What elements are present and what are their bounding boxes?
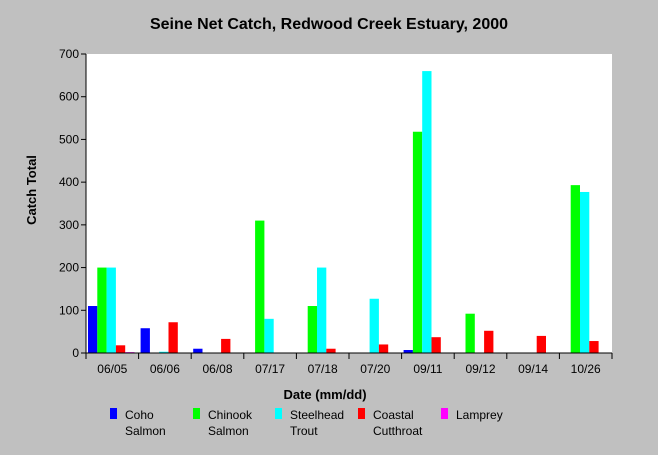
x-tick-label: 10/26 (571, 362, 601, 376)
y-tick-label: 100 (59, 303, 79, 317)
bar-coastal-cutthroat-06-06 (168, 322, 178, 353)
bar-steelhead-trout-09-11 (422, 71, 432, 353)
bar-steelhead-trout-07-20 (369, 298, 379, 353)
y-tick-label: 500 (59, 132, 79, 146)
bar-coho-salmon-09-11 (403, 350, 413, 353)
bar-chinook-salmon-09-12 (465, 313, 475, 353)
legend-label: Steelhead (290, 408, 344, 422)
y-tick-label: 600 (59, 90, 79, 104)
legend-swatch-coastal-cutthroat (358, 408, 365, 419)
y-tick-label: 200 (59, 261, 79, 275)
bar-steelhead-trout-06-06 (159, 351, 169, 353)
legend-label: Salmon (208, 424, 249, 438)
legend-label: Coho (125, 408, 154, 422)
bar-chinook-salmon-06-05 (97, 267, 107, 353)
bar-coastal-cutthroat-07-20 (378, 344, 389, 353)
chart-title: Seine Net Catch, Redwood Creek Estuary, … (150, 16, 508, 33)
x-tick-label: 07/17 (255, 362, 285, 376)
legend-label: Salmon (125, 424, 166, 438)
bar-coho-salmon-06-08 (193, 348, 203, 353)
plot-area (86, 54, 612, 353)
legend-swatch-coho-salmon (110, 408, 117, 419)
bar-coastal-cutthroat-07-18 (326, 348, 336, 353)
legend-swatch-chinook-salmon (193, 408, 200, 419)
x-tick-label: 09/11 (413, 362, 442, 376)
y-tick-label: 700 (59, 47, 79, 61)
bar-steelhead-trout-07-17 (264, 318, 274, 353)
x-tick-label: 09/12 (465, 362, 495, 376)
bar-coho-salmon-06-06 (140, 328, 150, 353)
bar-coastal-cutthroat-09-12 (484, 330, 494, 353)
y-tick-label: 300 (59, 218, 79, 232)
bar-coastal-cutthroat-06-05 (115, 345, 126, 353)
legend-swatch-lamprey (441, 408, 448, 419)
x-tick-label: 09/14 (518, 362, 548, 376)
x-tick-label: 07/18 (308, 362, 338, 376)
bar-coastal-cutthroat-10-26 (589, 341, 599, 353)
legend-label: Coastal (373, 408, 414, 422)
x-axis-label: Date (mm/dd) (283, 387, 366, 402)
bar-chinook-salmon-09-11 (412, 131, 423, 353)
bar-steelhead-trout-06-05 (106, 267, 116, 353)
legend-label: Lamprey (456, 408, 503, 422)
bar-steelhead-trout-10-26 (580, 191, 590, 353)
bar-coastal-cutthroat-09-11 (431, 337, 441, 353)
x-tick-label: 06/05 (97, 362, 127, 376)
x-tick-label: 06/06 (150, 362, 180, 376)
legend-label: Chinook (208, 408, 253, 422)
legend-swatch-steelhead-trout (275, 408, 282, 419)
y-tick-label: 0 (72, 346, 79, 360)
bar-coastal-cutthroat-09-14 (536, 335, 546, 353)
y-tick-label: 400 (59, 175, 79, 189)
bar-coastal-cutthroat-06-08 (221, 338, 231, 353)
bar-chinook-salmon-07-17 (255, 220, 265, 353)
bar-steelhead-trout-07-18 (317, 267, 327, 353)
bar-chinook-salmon-07-18 (307, 306, 317, 353)
y-axis-label: Catch Total (24, 155, 39, 225)
legend-label: Trout (290, 424, 318, 438)
bar-chinook-salmon-10-26 (570, 185, 580, 353)
bar-coho-salmon-06-05 (88, 306, 98, 353)
legend-label: Cutthroat (373, 424, 423, 438)
x-tick-label: 07/20 (360, 362, 390, 376)
x-tick-label: 06/08 (202, 362, 232, 376)
